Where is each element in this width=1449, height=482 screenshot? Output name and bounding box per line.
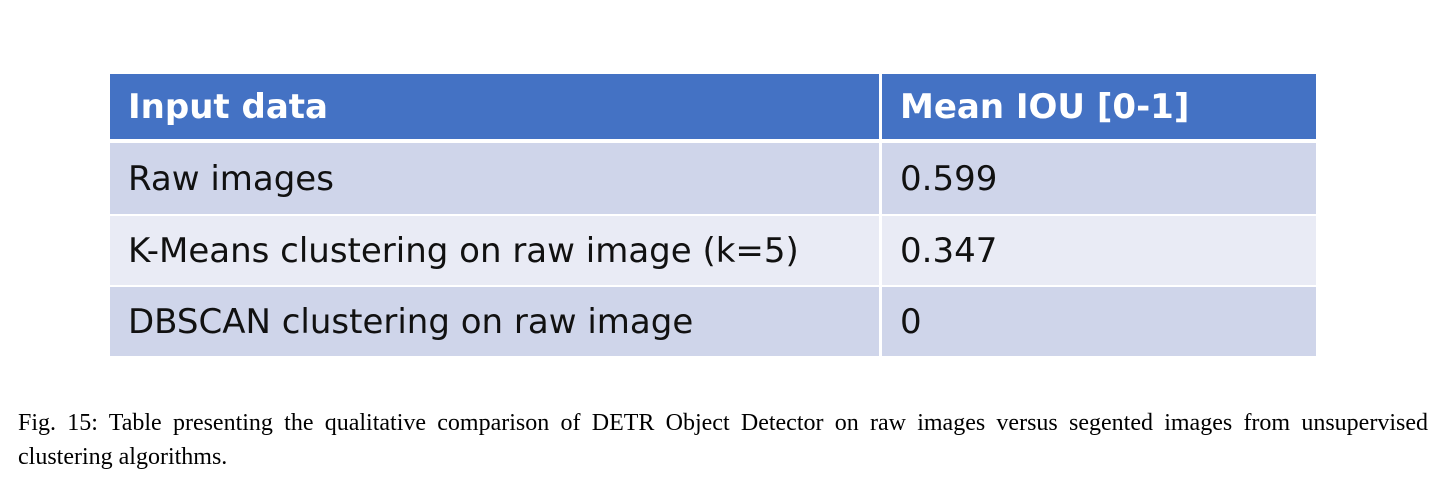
results-table: Input data Mean IOU [0-1] Raw images 0.5… [110, 74, 1316, 356]
figure-caption: Fig. 15: Table presenting the qualitativ… [18, 410, 1428, 470]
table-row: DBSCAN clustering on raw image 0 [110, 285, 1316, 356]
cell-input-data: Raw images [110, 143, 882, 214]
table-row: K-Means clustering on raw image (k=5) 0.… [110, 214, 1316, 285]
cell-input-data: K-Means clustering on raw image (k=5) [110, 214, 882, 285]
cell-input-data: DBSCAN clustering on raw image [110, 285, 882, 356]
header-input-data: Input data [110, 74, 882, 143]
cell-mean-iou: 0.599 [882, 143, 1316, 214]
cell-mean-iou: 0 [882, 285, 1316, 356]
header-mean-iou: Mean IOU [0-1] [882, 74, 1316, 143]
table-row: Raw images 0.599 [110, 143, 1316, 214]
table-header-row: Input data Mean IOU [0-1] [110, 74, 1316, 143]
cell-mean-iou: 0.347 [882, 214, 1316, 285]
